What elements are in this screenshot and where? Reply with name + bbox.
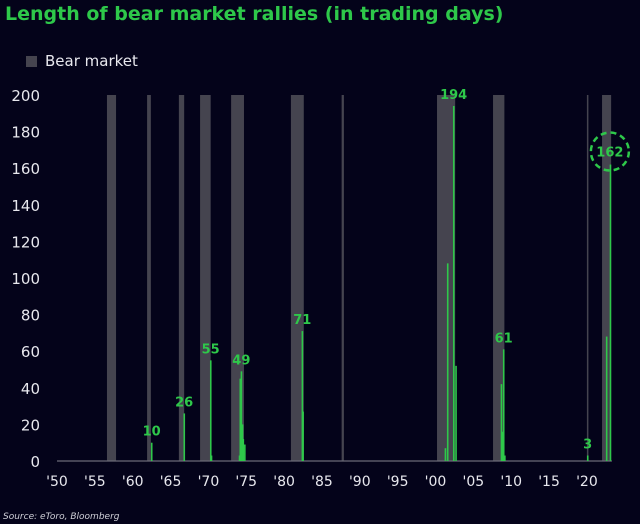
- rally-bar: [301, 331, 304, 461]
- chart-title: Length of bear market rallies (in tradin…: [5, 3, 504, 25]
- y-tick-label: 180: [11, 124, 40, 142]
- y-tick-label: 80: [21, 307, 40, 325]
- rally-bar: [609, 164, 612, 462]
- bear-market-band: [437, 95, 456, 461]
- rally-bar: [183, 413, 186, 461]
- x-tick-label: '00: [425, 474, 447, 490]
- rally-bar: [210, 455, 213, 461]
- rally-bar: [446, 263, 449, 461]
- y-tick-label: 40: [21, 380, 40, 398]
- bear-market-band: [231, 95, 244, 461]
- x-tick-label: '05: [463, 474, 485, 490]
- bear-market-band: [341, 95, 344, 461]
- y-tick-label: 200: [11, 87, 40, 105]
- data-label: 10: [143, 425, 161, 440]
- rally-bar: [240, 371, 243, 461]
- y-tick-label: 100: [11, 270, 40, 288]
- legend-label: Bear market: [45, 52, 138, 70]
- bear-market-band: [290, 95, 304, 461]
- rally-bar: [500, 384, 503, 461]
- x-tick-label: '20: [576, 474, 598, 490]
- data-label: 26: [175, 395, 193, 410]
- x-tick-label: '95: [387, 474, 409, 490]
- rally-bar: [452, 105, 455, 461]
- highlight-circle: [589, 131, 631, 172]
- rally-bar: [586, 455, 589, 461]
- x-tick-label: '10: [500, 474, 522, 490]
- x-tick-label: '70: [198, 474, 220, 490]
- y-tick-label: 60: [21, 343, 40, 361]
- source-note: Source: eToro, Bloomberg: [3, 512, 120, 522]
- data-label: 49: [232, 353, 250, 368]
- rally-bar: [150, 442, 153, 461]
- bear-market-band: [586, 95, 589, 461]
- rally-bar: [244, 444, 246, 461]
- bear-market-band: [147, 95, 151, 461]
- x-tick-label: '75: [235, 474, 257, 490]
- data-label: 61: [495, 331, 513, 346]
- bear-market-band: [178, 95, 185, 461]
- x-tick-label: '50: [46, 474, 68, 490]
- rally-bar: [605, 336, 608, 461]
- x-tick-label: '65: [160, 474, 182, 490]
- data-label: 55: [202, 342, 220, 357]
- bear-market-band: [493, 95, 505, 461]
- y-tick-label: 0: [30, 453, 40, 471]
- bear-market-band: [106, 95, 117, 461]
- x-tick-label: '55: [84, 474, 106, 490]
- rally-bar: [239, 378, 242, 461]
- x-tick-label: '80: [273, 474, 295, 490]
- rally-bar: [209, 360, 212, 461]
- x-tick-label: '90: [349, 474, 371, 490]
- data-label: 3: [583, 438, 592, 453]
- rally-bar: [444, 448, 447, 461]
- rally-bar: [242, 439, 245, 461]
- legend-swatch-bear-market: [26, 55, 37, 67]
- x-tick-label: '85: [311, 474, 333, 490]
- bear-market-band: [602, 95, 612, 461]
- x-tick-label: '15: [538, 474, 560, 490]
- data-label: 71: [293, 313, 311, 328]
- rally-bar: [455, 365, 457, 461]
- rally-bar: [302, 411, 304, 461]
- legend: Bear market: [26, 52, 138, 70]
- data-label: 194: [440, 88, 467, 103]
- rally-bar: [501, 431, 504, 461]
- rally-bar: [502, 349, 505, 461]
- x-tick-label: '60: [122, 474, 144, 490]
- data-label: 162: [596, 146, 623, 161]
- y-tick-label: 120: [11, 233, 40, 251]
- y-tick-label: 20: [21, 416, 40, 434]
- bear-market-band: [200, 95, 211, 461]
- y-tick-label: 140: [11, 197, 40, 215]
- rally-bar: [504, 455, 506, 461]
- y-tick-label: 160: [11, 160, 40, 178]
